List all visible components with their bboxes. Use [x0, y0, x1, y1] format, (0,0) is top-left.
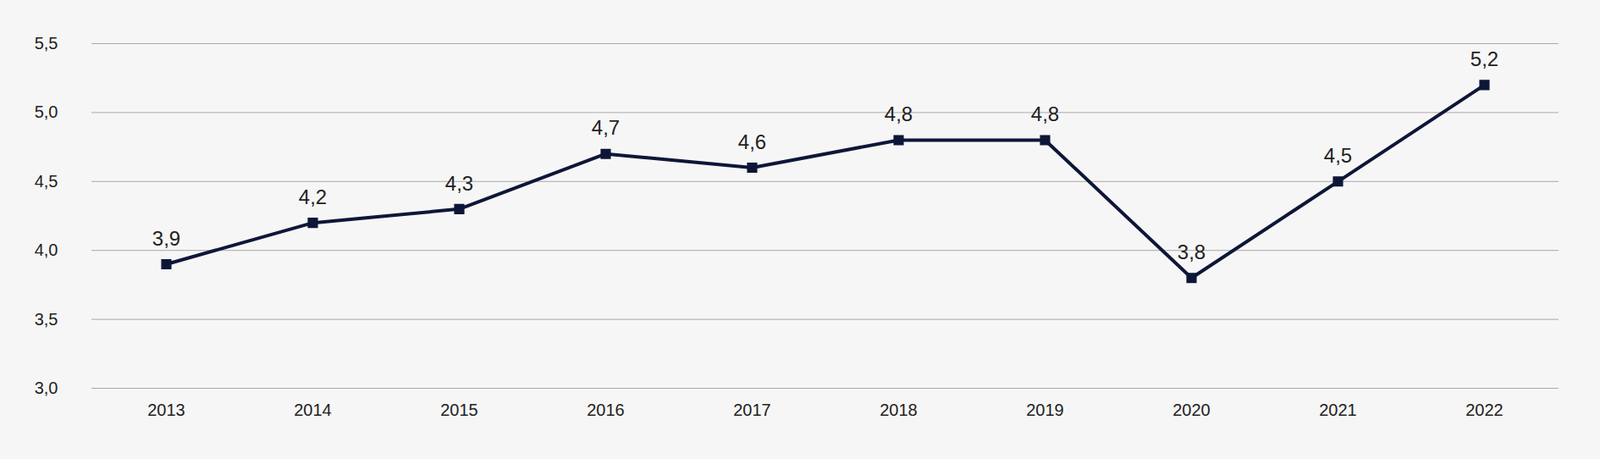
svg-text:3,5: 3,5 [34, 309, 59, 329]
svg-text:4,8: 4,8 [1031, 102, 1060, 126]
svg-text:5,2: 5,2 [1470, 47, 1499, 71]
svg-text:2019: 2019 [1026, 400, 1065, 420]
svg-text:4,3: 4,3 [445, 171, 474, 195]
svg-text:4,5: 4,5 [34, 171, 59, 191]
svg-text:2018: 2018 [879, 400, 918, 420]
svg-text:2021: 2021 [1318, 400, 1358, 420]
svg-text:3,9: 3,9 [152, 226, 181, 250]
svg-text:2020: 2020 [1172, 400, 1211, 420]
svg-text:2014: 2014 [293, 400, 332, 420]
svg-text:3,0: 3,0 [34, 378, 59, 398]
svg-text:4,5: 4,5 [1324, 143, 1352, 167]
svg-text:5,5: 5,5 [34, 33, 59, 53]
svg-text:4,0: 4,0 [34, 240, 59, 260]
svg-text:2013: 2013 [147, 400, 186, 420]
svg-text:2015: 2015 [440, 400, 479, 420]
svg-text:2017: 2017 [733, 400, 772, 420]
svg-text:4,6: 4,6 [738, 130, 767, 154]
svg-text:5,0: 5,0 [34, 102, 59, 122]
svg-text:4,7: 4,7 [591, 115, 620, 139]
svg-text:2016: 2016 [586, 400, 625, 420]
svg-text:4,8: 4,8 [884, 102, 913, 126]
svg-text:4,2: 4,2 [298, 185, 327, 209]
svg-text:3,8: 3,8 [1177, 240, 1206, 264]
svg-text:2022: 2022 [1465, 400, 1504, 420]
